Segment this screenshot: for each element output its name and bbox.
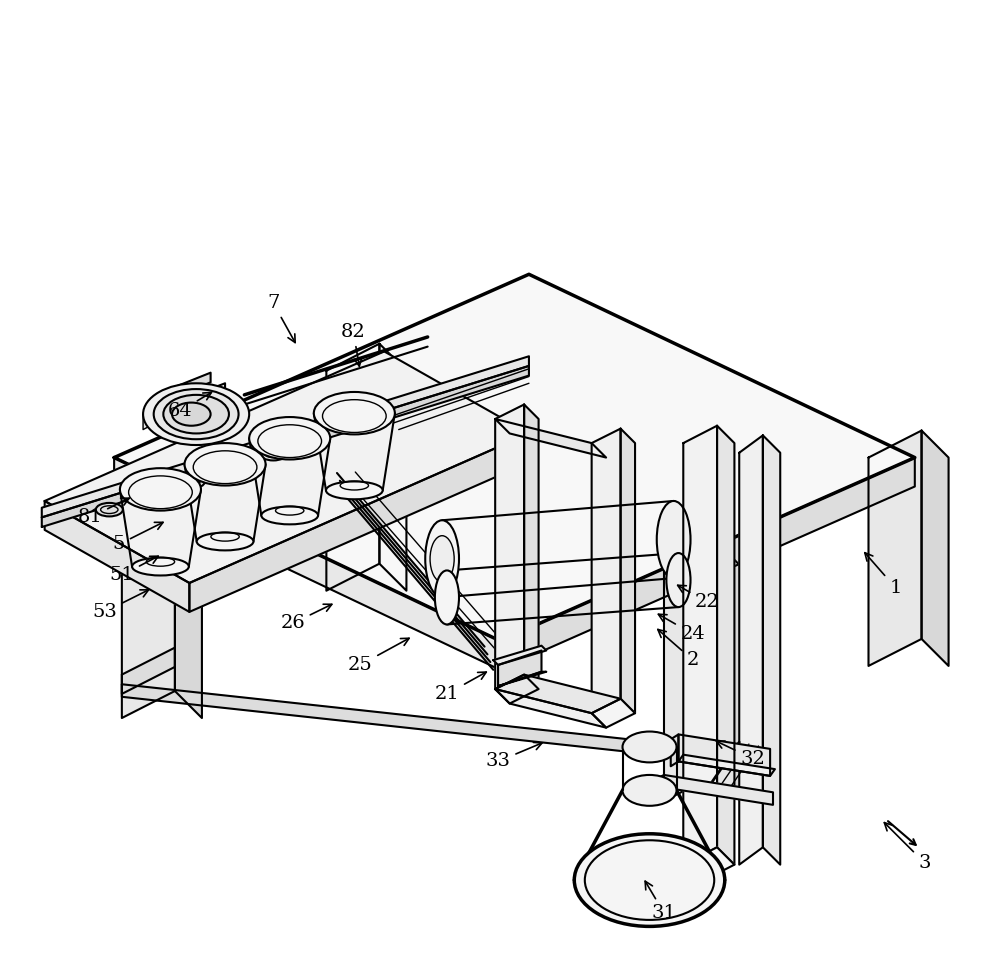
Text: 21: 21 [435, 672, 486, 703]
Ellipse shape [185, 443, 266, 486]
Text: 53: 53 [92, 590, 149, 621]
Text: 26: 26 [280, 604, 332, 632]
Polygon shape [664, 775, 773, 805]
Polygon shape [498, 671, 546, 686]
Polygon shape [671, 735, 678, 767]
Polygon shape [160, 407, 164, 429]
Ellipse shape [143, 383, 249, 445]
Polygon shape [143, 407, 158, 430]
Ellipse shape [249, 417, 330, 459]
Polygon shape [498, 651, 541, 686]
Polygon shape [678, 755, 775, 775]
Polygon shape [167, 373, 211, 400]
Ellipse shape [657, 501, 691, 578]
Ellipse shape [326, 482, 383, 499]
Polygon shape [122, 648, 175, 694]
Polygon shape [45, 351, 529, 583]
Polygon shape [739, 435, 763, 865]
Text: 81: 81 [78, 498, 129, 526]
Polygon shape [189, 433, 529, 612]
Polygon shape [922, 430, 949, 666]
Polygon shape [495, 674, 621, 713]
Ellipse shape [132, 558, 189, 575]
Text: 33: 33 [486, 742, 542, 771]
Polygon shape [717, 426, 734, 865]
Polygon shape [683, 847, 734, 882]
Polygon shape [683, 426, 717, 865]
Polygon shape [869, 430, 922, 666]
Polygon shape [524, 405, 539, 689]
Text: 24: 24 [658, 614, 705, 643]
Polygon shape [122, 684, 717, 762]
Ellipse shape [435, 570, 459, 625]
Ellipse shape [574, 834, 725, 926]
Text: 82: 82 [341, 323, 366, 366]
Text: 7: 7 [267, 294, 295, 342]
Ellipse shape [172, 403, 211, 426]
Polygon shape [495, 405, 524, 689]
Polygon shape [42, 356, 529, 518]
Polygon shape [592, 429, 621, 713]
Text: 22: 22 [678, 586, 720, 611]
Polygon shape [495, 419, 606, 457]
Ellipse shape [96, 503, 123, 517]
Polygon shape [621, 429, 635, 713]
Polygon shape [164, 383, 225, 426]
Ellipse shape [163, 395, 229, 433]
Polygon shape [114, 457, 500, 669]
Polygon shape [122, 459, 175, 718]
Text: 64: 64 [167, 392, 211, 420]
Text: 3: 3 [884, 822, 931, 872]
Polygon shape [326, 343, 379, 591]
Polygon shape [656, 775, 664, 791]
Ellipse shape [260, 447, 287, 460]
Ellipse shape [430, 536, 454, 582]
Polygon shape [678, 735, 770, 775]
Text: 51: 51 [109, 557, 158, 584]
Polygon shape [592, 699, 635, 728]
Polygon shape [493, 646, 546, 665]
Text: 25: 25 [348, 638, 409, 674]
Text: 2: 2 [658, 630, 699, 669]
Ellipse shape [120, 468, 201, 511]
Ellipse shape [623, 732, 677, 763]
Polygon shape [763, 435, 780, 865]
Text: 5: 5 [113, 523, 163, 554]
Ellipse shape [178, 475, 205, 488]
Polygon shape [495, 674, 539, 703]
Text: 31: 31 [645, 882, 676, 921]
Ellipse shape [261, 507, 318, 524]
Polygon shape [664, 543, 717, 801]
Polygon shape [495, 689, 606, 728]
Ellipse shape [197, 532, 253, 551]
Polygon shape [500, 457, 915, 669]
Ellipse shape [623, 775, 677, 806]
Polygon shape [379, 343, 406, 591]
Polygon shape [175, 459, 202, 718]
Text: 1: 1 [865, 553, 902, 596]
Polygon shape [717, 543, 744, 801]
Polygon shape [114, 274, 915, 641]
Polygon shape [717, 732, 770, 777]
Ellipse shape [314, 392, 395, 434]
Polygon shape [45, 501, 189, 612]
Ellipse shape [425, 521, 459, 597]
Polygon shape [42, 366, 529, 527]
Ellipse shape [154, 389, 239, 439]
Ellipse shape [666, 553, 691, 607]
Text: 32: 32 [716, 741, 765, 768]
